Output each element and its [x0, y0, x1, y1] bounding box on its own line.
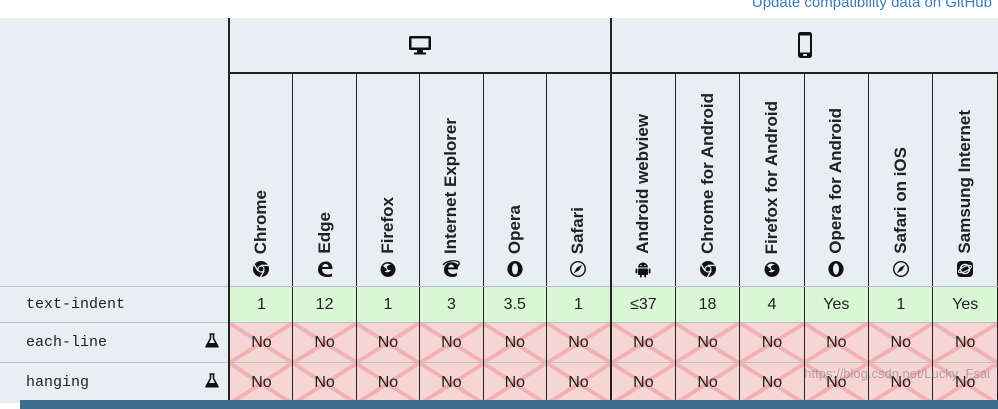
browser-name: Chrome: [251, 189, 271, 254]
support-cell[interactable]: No: [739, 322, 805, 363]
support-cell[interactable]: No: [229, 322, 294, 363]
safari-icon: [892, 260, 910, 278]
feature-name: each-line: [26, 334, 108, 351]
support-cell[interactable]: Yes: [804, 286, 870, 323]
top-strip: Update compatibility data on GitHub: [0, 0, 998, 18]
browser-header-android-webview: Android webview: [610, 73, 676, 287]
table-corner: [0, 18, 231, 287]
support-cell[interactable]: No: [804, 322, 870, 363]
browser-name: Firefox for Android: [761, 100, 781, 254]
feature-name: text-indent: [26, 296, 126, 313]
desktop-icon: [408, 36, 432, 55]
feature-row-each-line: each-line No No No No No No No No No No No No: [0, 322, 998, 363]
browser-header-safari-on-ios: Safari on iOS: [868, 73, 934, 287]
feature-name-cell[interactable]: each-line: [0, 322, 231, 363]
browser-header-chrome-for-android: Chrome for Android: [675, 73, 741, 287]
feature-name-cell[interactable]: text-indent: [0, 286, 231, 323]
browser-header-chrome: Chrome: [229, 73, 294, 287]
opera-icon: [506, 260, 524, 278]
browser-name: Opera: [504, 204, 524, 254]
support-cell[interactable]: 12: [292, 286, 357, 323]
browser-name: Firefox: [377, 197, 397, 254]
chrome-icon: [252, 260, 270, 278]
support-cell[interactable]: 1: [356, 286, 421, 323]
browser-header-opera-for-android: Opera for Android: [804, 73, 870, 287]
feature-row-hanging: hanging No No No No No No No No No No No No: [0, 362, 998, 403]
platform-mobile: [610, 18, 998, 74]
flask-icon: [204, 372, 220, 393]
support-cell[interactable]: No: [932, 322, 998, 363]
browser-header-firefox: Firefox: [356, 73, 421, 287]
safari-icon: [569, 260, 587, 278]
samsung-internet-icon: [956, 260, 974, 278]
browser-header-safari: Safari: [546, 73, 612, 287]
support-cell[interactable]: No: [546, 322, 612, 363]
compat-table: Chrome Edge Firefox Internet Explorer Opera S…: [0, 18, 998, 403]
support-cell[interactable]: 1: [546, 286, 612, 323]
browser-name: Internet Explorer: [441, 117, 461, 254]
feature-row-text-indent: text-indent 1 12 1 3 3.5 1 ≤37 18 4 Yes 1 Yes: [0, 286, 998, 323]
support-cell[interactable]: No: [610, 362, 676, 403]
support-cell[interactable]: Yes: [932, 286, 998, 323]
support-cell[interactable]: No: [804, 362, 870, 403]
feature-name: hanging: [26, 374, 90, 392]
platform-desktop: [229, 18, 612, 74]
support-cell[interactable]: ≤37: [610, 286, 676, 323]
support-cell[interactable]: No: [932, 362, 998, 403]
support-cell[interactable]: No: [419, 322, 484, 363]
support-cell[interactable]: No: [292, 322, 357, 363]
browser-name: Samsung Internet: [955, 110, 975, 254]
android-icon: [634, 260, 652, 278]
support-cell[interactable]: No: [675, 322, 741, 363]
browser-header-opera: Opera: [483, 73, 548, 287]
support-cell[interactable]: No: [675, 362, 741, 403]
browser-header-samsung-internet: Samsung Internet: [932, 73, 998, 287]
support-cell[interactable]: 3.5: [483, 286, 548, 323]
browser-name: Safari on iOS: [890, 147, 910, 254]
bottom-bar: [20, 400, 998, 409]
browser-name: Chrome for Android: [697, 93, 717, 254]
support-cell[interactable]: No: [610, 322, 676, 363]
browser-name: Safari: [568, 206, 588, 254]
watermark: https://blog.csdn.net/Lucky_Fsai: [804, 366, 990, 381]
support-cell[interactable]: No: [868, 322, 934, 363]
browser-name: Opera for Android: [826, 108, 846, 254]
support-cell[interactable]: No: [419, 362, 484, 403]
support-cell[interactable]: No: [292, 362, 357, 403]
firefox-icon: [379, 260, 397, 278]
firefox-icon: [763, 260, 781, 278]
opera-icon: [827, 260, 845, 278]
browser-header-internet-explorer: Internet Explorer: [419, 73, 484, 287]
internet-explorer-icon: [442, 260, 461, 278]
support-cell[interactable]: No: [356, 322, 421, 363]
flask-icon: [204, 332, 220, 353]
support-cell[interactable]: No: [546, 362, 612, 403]
support-cell[interactable]: No: [483, 362, 548, 403]
browser-name: Android webview: [633, 114, 653, 254]
support-cell[interactable]: No: [868, 362, 934, 403]
browser-header-edge: Edge: [292, 73, 357, 287]
update-compat-link[interactable]: Update compatibility data on GitHub: [751, 0, 992, 11]
feature-name-cell[interactable]: hanging: [0, 362, 231, 403]
support-cell[interactable]: 3: [419, 286, 484, 323]
chrome-icon: [699, 260, 717, 278]
support-cell[interactable]: No: [483, 322, 548, 363]
support-cell[interactable]: 1: [229, 286, 294, 323]
mobile-icon: [797, 32, 813, 58]
support-cell[interactable]: 1: [868, 286, 934, 323]
support-cell[interactable]: 18: [675, 286, 741, 323]
support-cell[interactable]: 4: [739, 286, 805, 323]
support-cell[interactable]: No: [229, 362, 294, 403]
edge-icon: [316, 260, 334, 278]
support-cell[interactable]: No: [739, 362, 805, 403]
browser-name: Edge: [314, 212, 334, 254]
support-cell[interactable]: No: [356, 362, 421, 403]
browser-header-firefox-for-android: Firefox for Android: [739, 73, 805, 287]
